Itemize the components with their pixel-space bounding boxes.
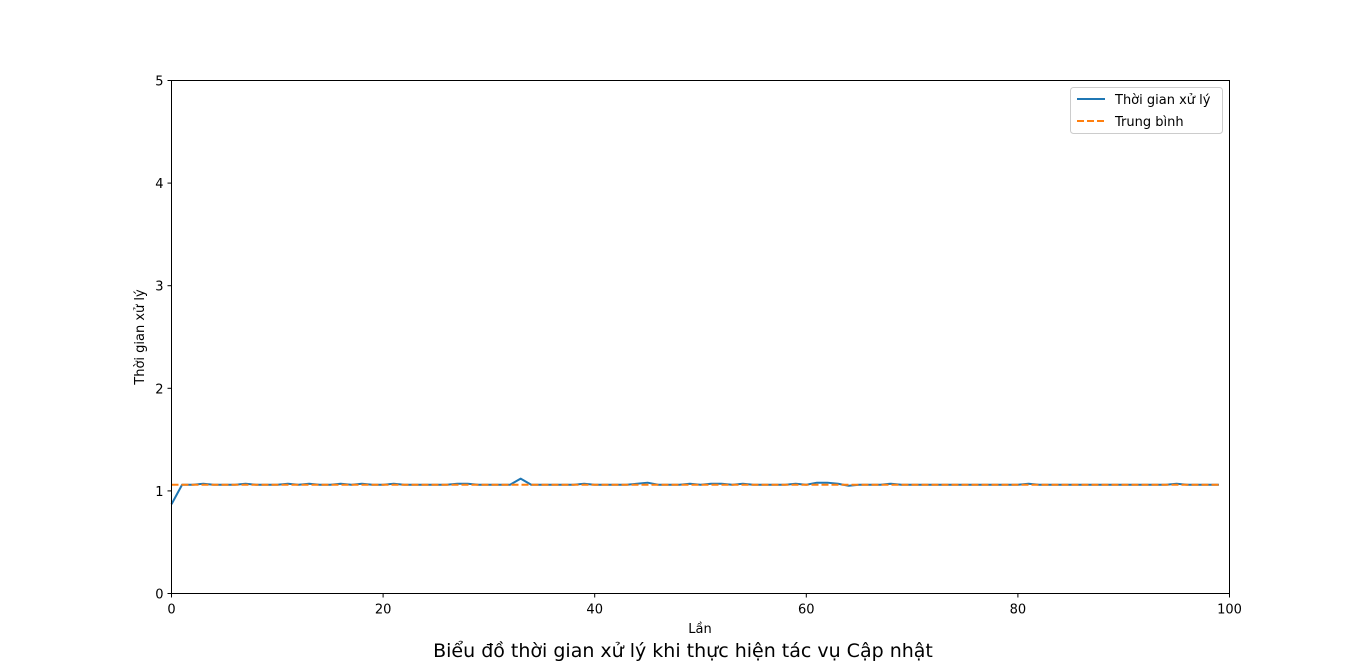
y-tick-label: 1 [155, 485, 163, 500]
y-axis-ticks: 0 1 2 3 4 5 [155, 75, 172, 603]
series-layer [170, 477, 1219, 505]
x-tick-label: 60 [798, 603, 815, 618]
y-tick-label: 0 [155, 588, 163, 603]
x-tick-label: 100 [1217, 603, 1242, 618]
x-tick-label: 0 [167, 603, 175, 618]
series-line-processing-time [170, 477, 1219, 505]
y-tick-label: 2 [155, 382, 163, 397]
legend-label-average: Trung bình [1114, 115, 1184, 130]
y-tick-label: 4 [155, 177, 163, 192]
y-axis-label: Thời gian xử lý [133, 289, 148, 386]
legend: Thời gian xử lý Trung bình [1070, 87, 1223, 134]
legend-label-processing-time: Thời gian xử lý [1114, 93, 1211, 108]
y-tick-label: 3 [155, 280, 163, 295]
x-tick-label: 20 [375, 603, 392, 618]
y-tick-label: 5 [155, 75, 163, 90]
x-axis-ticks: 0 20 40 60 80 100 [167, 593, 1242, 618]
legend-frame [1070, 87, 1223, 134]
x-axis-label: Lần [688, 622, 711, 637]
axes-frame [171, 80, 1230, 594]
x-tick-label: 80 [1010, 603, 1027, 618]
x-tick-label: 40 [586, 603, 603, 618]
chart-title: Biểu đồ thời gian xử lý khi thực hiện tá… [433, 640, 933, 662]
